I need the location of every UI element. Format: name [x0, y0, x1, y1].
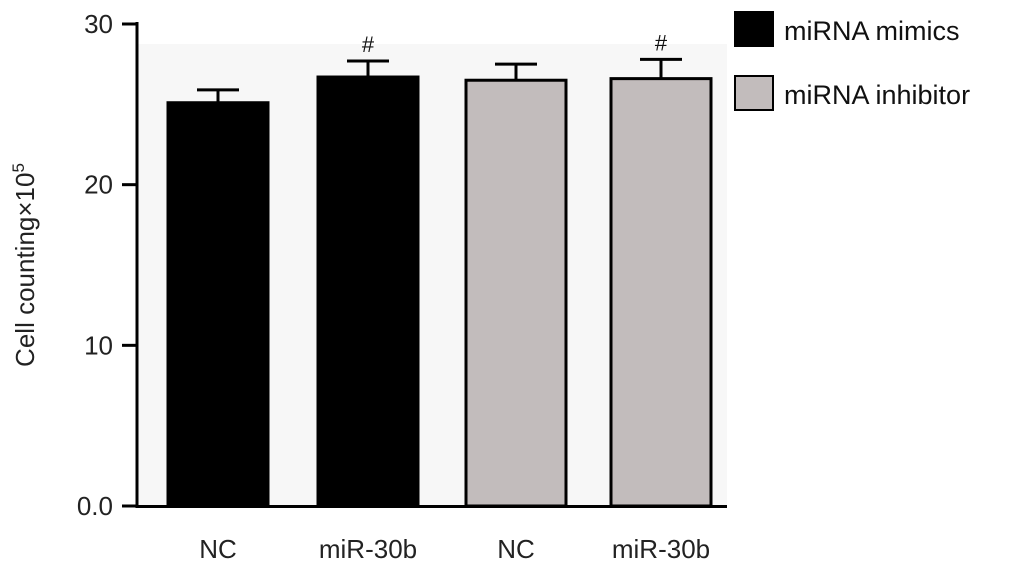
- y-tick-label-4: 30: [84, 9, 113, 39]
- category-labels-layer: NC miR-30b NC miR-30b: [199, 534, 710, 564]
- category-label-2: miR-30b: [319, 534, 417, 564]
- category-label-1: NC: [199, 534, 237, 564]
- y-axis-title-superscript: 5: [9, 163, 28, 172]
- legend: miRNA mimics miRNA inhibitor: [734, 11, 970, 111]
- bar-4: [609, 77, 713, 508]
- bars-layer: [166, 75, 713, 508]
- legend-swatch-mimics: [734, 11, 774, 47]
- bar-1: [166, 101, 270, 508]
- category-label-4: miR-30b: [612, 534, 710, 564]
- y-tick-label-1: 0.0: [77, 491, 113, 521]
- y-axis-title: Cell counting×105: [9, 163, 40, 367]
- legend-swatch-inhibitor: [734, 75, 774, 111]
- y-axis-title-main: Cell counting×10: [10, 173, 40, 367]
- y-ticks-layer: 0.0 10 20 30: [77, 9, 137, 521]
- legend-label-inhibitor: miRNA inhibitor: [784, 80, 970, 110]
- error-bars-layer: [197, 57, 682, 103]
- significance-mark-4: #: [655, 30, 668, 55]
- bar-2: [316, 75, 420, 508]
- y-tick-label-2: 10: [84, 330, 113, 360]
- significance-mark-2: #: [362, 32, 375, 57]
- category-label-3: NC: [497, 534, 535, 564]
- legend-label-mimics: miRNA mimics: [784, 16, 960, 46]
- bar-3: [464, 78, 568, 508]
- significance-layer: # #: [362, 30, 668, 57]
- y-tick-label-3: 20: [84, 170, 113, 200]
